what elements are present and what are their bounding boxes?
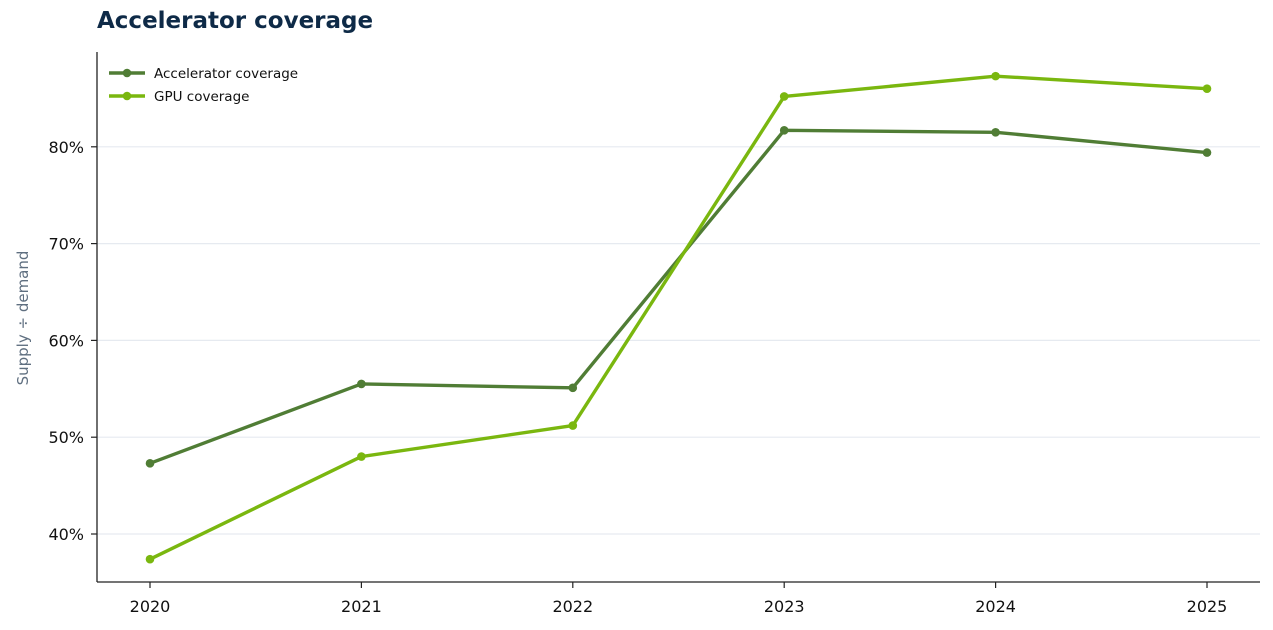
data-point bbox=[779, 92, 789, 101]
data-point bbox=[145, 459, 155, 468]
data-point bbox=[779, 126, 789, 135]
x-tick-label: 2021 bbox=[341, 597, 382, 616]
chart-title: Accelerator coverage bbox=[97, 8, 374, 34]
data-point bbox=[1202, 148, 1212, 157]
data-point bbox=[1202, 84, 1212, 94]
legend-swatch-marker bbox=[122, 68, 132, 78]
x-tick-label: 2025 bbox=[1187, 597, 1228, 616]
x-tick-label: 2024 bbox=[975, 597, 1016, 616]
data-point bbox=[357, 379, 366, 389]
data-point bbox=[568, 383, 578, 393]
x-tick-label: 2023 bbox=[764, 597, 805, 616]
x-tick-label: 2022 bbox=[552, 597, 593, 616]
data-point bbox=[357, 452, 366, 461]
x-tick-label: 2020 bbox=[130, 597, 171, 616]
series-line-2 bbox=[148, 74, 1209, 561]
y-tick-label: 40% bbox=[48, 525, 84, 544]
legend-label: Accelerator coverage bbox=[154, 66, 298, 82]
data-point bbox=[145, 554, 155, 564]
y-tick-label: 80% bbox=[48, 138, 84, 157]
y-tick-label: 70% bbox=[48, 235, 84, 254]
legend-swatch-marker bbox=[122, 91, 132, 101]
data-point bbox=[991, 71, 1000, 81]
legend-label: GPU coverage bbox=[154, 89, 249, 105]
y-tick-label: 60% bbox=[48, 331, 84, 350]
y-tick-label: 50% bbox=[48, 428, 84, 447]
data-point bbox=[991, 127, 1000, 137]
y-axis-label: Supply ÷ demand bbox=[14, 251, 32, 386]
data-point bbox=[568, 421, 578, 430]
series-line-1 bbox=[148, 128, 1209, 466]
